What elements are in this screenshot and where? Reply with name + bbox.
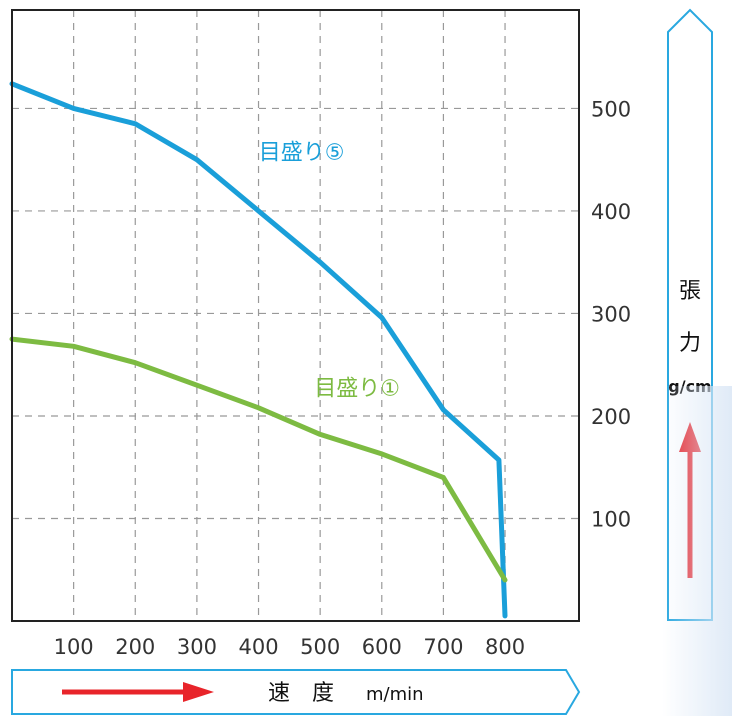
- x-axis-banner: [11, 669, 581, 715]
- y-tick-labels: 100 200 300 400 500: [591, 97, 631, 531]
- x-axis-title: 速 度: [268, 681, 334, 706]
- x-tick-label-6: 700: [423, 635, 463, 659]
- y-tick-label-1: 200: [591, 405, 631, 429]
- series-label-0: 目盛り⑤: [259, 141, 345, 166]
- x-tick-label-4: 500: [300, 635, 340, 659]
- y-tick-label-2: 300: [591, 302, 631, 326]
- y-tick-label-4: 500: [591, 97, 631, 121]
- y-tick-label-3: 400: [591, 200, 631, 224]
- grid: [12, 10, 579, 621]
- series-line-0: [9, 81, 508, 619]
- series-labels: 目盛り⑤ 目盛り①: [259, 141, 400, 402]
- series-label-1: 目盛り①: [314, 376, 400, 401]
- x-tick-label-0: 100: [54, 635, 94, 659]
- x-tick-label-7: 800: [485, 635, 525, 659]
- x-axis-arrow-icon: [62, 682, 214, 702]
- series-line-1: [9, 336, 508, 583]
- x-tick-label-3: 400: [238, 635, 278, 659]
- y-axis-title-char-1: 張: [679, 279, 701, 304]
- x-tick-label-5: 600: [362, 635, 402, 659]
- x-axis-unit: m/min: [366, 684, 424, 705]
- background-fade: [662, 386, 732, 716]
- x-tick-labels: 100 200 300 400 500 600 700 800: [54, 635, 526, 659]
- series-lines: [9, 81, 508, 619]
- plot-frame: [11, 9, 580, 622]
- x-tick-label-2: 300: [177, 635, 217, 659]
- x-tick-label-1: 200: [115, 635, 155, 659]
- y-axis-title-char-2: 力: [679, 331, 701, 356]
- y-tick-label-0: 100: [591, 507, 631, 531]
